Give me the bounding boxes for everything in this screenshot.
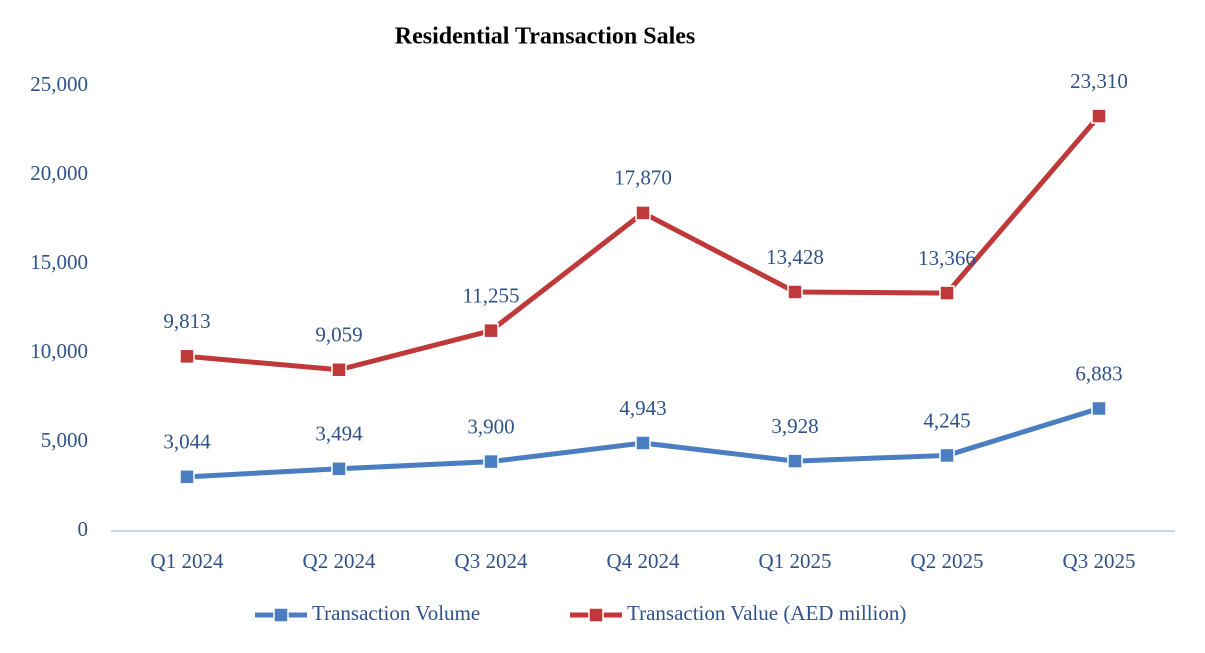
point — [483, 453, 499, 470]
point — [1091, 400, 1107, 417]
data-label: 3,044 — [163, 430, 211, 454]
data-label: 4,245 — [923, 408, 970, 432]
data-label: 17,870 — [614, 166, 672, 190]
data-label: 3,928 — [771, 414, 818, 438]
chart-title: Residential Transaction Sales — [395, 24, 695, 50]
y-tick-label: 20,000 — [30, 161, 88, 185]
y-tick-label: 5,000 — [41, 428, 88, 452]
data-label: 11,255 — [463, 283, 520, 307]
y-tick-label: 0 — [78, 517, 89, 541]
x-tick-label: Q4 2024 — [607, 549, 680, 573]
x-tick-label: Q3 2024 — [455, 549, 528, 573]
y-tick-label: 15,000 — [30, 250, 88, 274]
legend-label: Transaction Volume — [312, 601, 480, 625]
point — [939, 447, 955, 464]
legend-marker — [588, 607, 604, 623]
y-tick-label: 10,000 — [30, 339, 88, 363]
legend-label: Transaction Value (AED million) — [627, 601, 906, 625]
x-tick-label: Q2 2024 — [303, 549, 376, 573]
data-label: 3,900 — [467, 414, 514, 438]
point — [179, 469, 195, 485]
point — [483, 322, 499, 339]
data-label: 13,366 — [918, 246, 976, 270]
point — [787, 284, 803, 300]
data-label: 6,883 — [1075, 361, 1122, 385]
point — [939, 285, 955, 301]
legend-marker — [273, 607, 289, 623]
point — [787, 453, 803, 469]
data-label: 13,428 — [766, 245, 824, 269]
x-tick-label: Q1 2024 — [151, 549, 224, 573]
y-tick-label: 25,000 — [30, 72, 88, 96]
x-tick-label: Q3 2025 — [1063, 549, 1136, 573]
data-label: 9,059 — [315, 323, 362, 347]
point — [1091, 108, 1107, 124]
data-label: 3,494 — [315, 422, 363, 446]
point — [331, 361, 347, 378]
point — [179, 348, 195, 365]
x-tick-label: Q1 2025 — [759, 549, 832, 573]
x-tick-label: Q2 2025 — [911, 549, 984, 573]
point — [635, 205, 651, 221]
point — [635, 435, 651, 451]
data-label: 4,943 — [619, 396, 666, 420]
data-label: 23,310 — [1070, 69, 1128, 93]
point — [331, 461, 347, 477]
data-label: 9,813 — [163, 309, 210, 333]
